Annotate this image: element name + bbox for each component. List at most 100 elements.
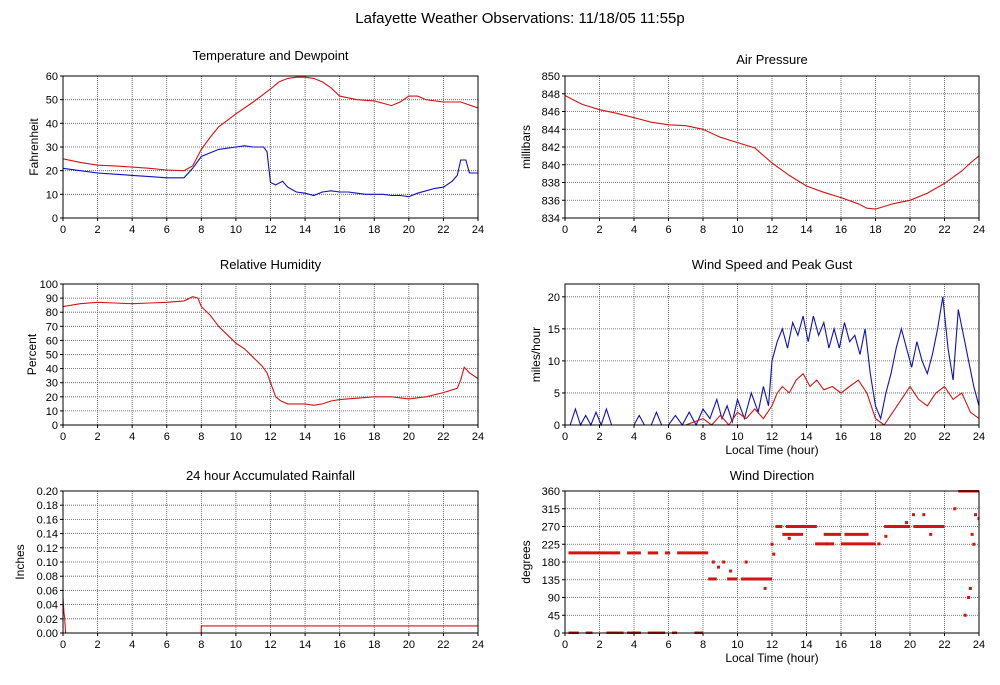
y-tick-label: 846 bbox=[542, 107, 560, 119]
x-tick-label: 12 bbox=[264, 224, 276, 236]
x-tick-label: 2 bbox=[95, 224, 101, 236]
plot-area bbox=[63, 296, 478, 406]
y-tick-label: 20 bbox=[46, 166, 58, 178]
y-tick-label: 0.10 bbox=[37, 557, 58, 569]
y-tick-label: 0.16 bbox=[37, 514, 58, 526]
chart-title: Relative Humidity bbox=[220, 257, 322, 272]
chart-title: Wind Speed and Peak Gust bbox=[692, 257, 853, 272]
data-point bbox=[763, 586, 767, 590]
chart-title: Wind Direction bbox=[730, 468, 815, 483]
y-tick-label: 834 bbox=[542, 213, 560, 225]
x-tick-label: 22 bbox=[938, 639, 950, 651]
x-tick-label: 14 bbox=[299, 431, 311, 443]
x-tick-label: 14 bbox=[800, 639, 812, 651]
y-tick-label: 10 bbox=[46, 189, 58, 201]
x-tick-label: 0 bbox=[562, 639, 568, 651]
y-tick-label: 848 bbox=[542, 89, 560, 101]
y-tick-label: 0.02 bbox=[37, 614, 58, 626]
y-tick-label: 70 bbox=[46, 321, 58, 333]
y-tick-label: 20 bbox=[46, 392, 58, 404]
y-tick-label: 10 bbox=[548, 356, 560, 368]
data-point bbox=[729, 569, 733, 573]
y-tick-label: 0.20 bbox=[37, 486, 58, 498]
y-tick-label: 225 bbox=[542, 539, 560, 551]
x-tick-label: 8 bbox=[198, 639, 204, 651]
x-tick-label: 10 bbox=[230, 224, 242, 236]
y-tick-label: 45 bbox=[548, 610, 560, 622]
data-point bbox=[877, 542, 881, 546]
x-tick-label: 20 bbox=[403, 431, 415, 443]
x-tick-label: 2 bbox=[95, 639, 101, 651]
x-tick-label: 4 bbox=[631, 431, 637, 443]
y-tick-label: 0.06 bbox=[37, 585, 58, 597]
x-axis-label: Local Time (hour) bbox=[725, 651, 818, 665]
x-tick-label: 14 bbox=[299, 639, 311, 651]
x-tick-label: 6 bbox=[164, 224, 170, 236]
x-tick-label: 4 bbox=[129, 224, 135, 236]
x-tick-label: 12 bbox=[766, 224, 778, 236]
data-point bbox=[911, 513, 915, 517]
y-tick-label: 30 bbox=[46, 142, 58, 154]
series-line bbox=[565, 372, 979, 426]
y-tick-label: 0.14 bbox=[37, 529, 58, 541]
x-tick-label: 24 bbox=[973, 639, 985, 651]
series-line bbox=[565, 95, 979, 210]
page-title: Lafayette Weather Observations: 11/18/05… bbox=[355, 10, 684, 27]
data-point bbox=[744, 560, 748, 564]
chart-title: Temperature and Dewpoint bbox=[192, 48, 348, 63]
x-tick-label: 10 bbox=[731, 431, 743, 443]
y-tick-label: 315 bbox=[542, 504, 560, 516]
y-tick-label: 60 bbox=[46, 71, 58, 83]
plot-area bbox=[568, 490, 979, 634]
data-point bbox=[722, 560, 726, 564]
series-line bbox=[63, 296, 478, 406]
x-tick-label: 6 bbox=[665, 639, 671, 651]
y-tick-label: 0 bbox=[554, 420, 560, 432]
x-tick-label: 8 bbox=[700, 639, 706, 651]
x-tick-label: 20 bbox=[403, 639, 415, 651]
y-axis-label: millibars bbox=[519, 125, 533, 169]
x-tick-label: 6 bbox=[665, 431, 671, 443]
x-tick-label: 0 bbox=[60, 224, 66, 236]
x-tick-label: 6 bbox=[665, 224, 671, 236]
x-tick-label: 22 bbox=[437, 431, 449, 443]
x-tick-label: 0 bbox=[60, 431, 66, 443]
x-tick-label: 24 bbox=[472, 224, 484, 236]
plot-area bbox=[565, 296, 979, 426]
x-tick-label: 18 bbox=[869, 639, 881, 651]
data-point bbox=[953, 507, 957, 511]
data-point bbox=[905, 521, 909, 525]
y-tick-label: 100 bbox=[40, 279, 58, 291]
x-tick-label: 22 bbox=[938, 431, 950, 443]
x-tick-label: 0 bbox=[562, 224, 568, 236]
y-tick-label: 0.04 bbox=[37, 600, 58, 612]
x-tick-label: 8 bbox=[198, 431, 204, 443]
y-axis-label: miles/hour bbox=[529, 327, 543, 382]
x-tick-label: 16 bbox=[835, 224, 847, 236]
y-tick-label: 40 bbox=[46, 364, 58, 376]
data-point bbox=[772, 552, 776, 556]
x-tick-label: 2 bbox=[596, 431, 602, 443]
x-tick-label: 20 bbox=[403, 224, 415, 236]
series-line bbox=[565, 296, 979, 426]
y-tick-label: 90 bbox=[46, 293, 58, 305]
x-tick-label: 8 bbox=[198, 224, 204, 236]
x-tick-label: 8 bbox=[700, 431, 706, 443]
y-tick-label: 838 bbox=[542, 178, 560, 190]
y-tick-label: 90 bbox=[548, 593, 560, 605]
data-point bbox=[787, 536, 791, 540]
y-axis-label: degrees bbox=[519, 540, 533, 583]
y-tick-label: 20 bbox=[548, 292, 560, 304]
y-tick-label: 40 bbox=[46, 118, 58, 130]
data-point bbox=[972, 542, 976, 546]
data-point bbox=[968, 586, 972, 590]
y-tick-label: 50 bbox=[46, 95, 58, 107]
y-tick-label: 80 bbox=[46, 307, 58, 319]
x-axis-label: Local Time (hour) bbox=[725, 443, 818, 457]
x-tick-label: 10 bbox=[230, 639, 242, 651]
